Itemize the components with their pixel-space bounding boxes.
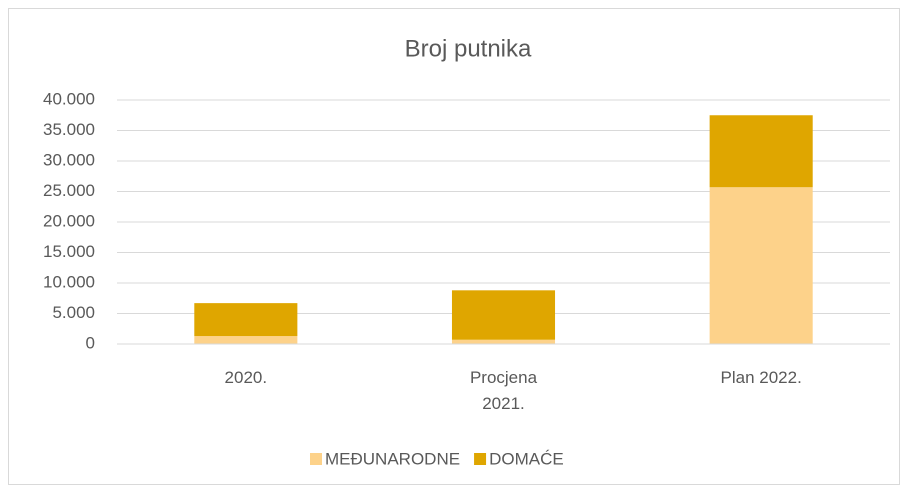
y-tick-label: 0 [86,333,95,352]
legend-label: DOMAĆE [489,449,564,468]
bar-segment [709,115,813,188]
bar-segment [709,187,813,344]
y-tick-label: 30.000 [43,150,95,169]
y-tick-label: 35.000 [43,120,95,139]
y-tick-label: 10.000 [43,272,95,291]
x-tick-label: Procjena 2021. [469,368,538,413]
y-tick-label: 5.000 [52,303,95,322]
x-tick-label: 2020. [224,368,268,387]
bar-segment [451,290,556,340]
legend-label: MEĐUNARODNE [325,449,460,468]
y-tick-label: 25.000 [43,181,95,200]
y-tick-label: 15.000 [43,242,95,261]
legend-swatch [474,453,487,465]
legend-swatch [310,453,322,465]
x-tick-label: Plan 2022. [720,368,802,387]
bar-segment [451,339,556,344]
y-tick-label: 20.000 [43,211,95,230]
bar-segment [194,303,298,337]
y-tick-label: 40.000 [43,89,95,108]
bar-segment [194,336,298,344]
chart-title: Broj putnika [405,35,532,62]
